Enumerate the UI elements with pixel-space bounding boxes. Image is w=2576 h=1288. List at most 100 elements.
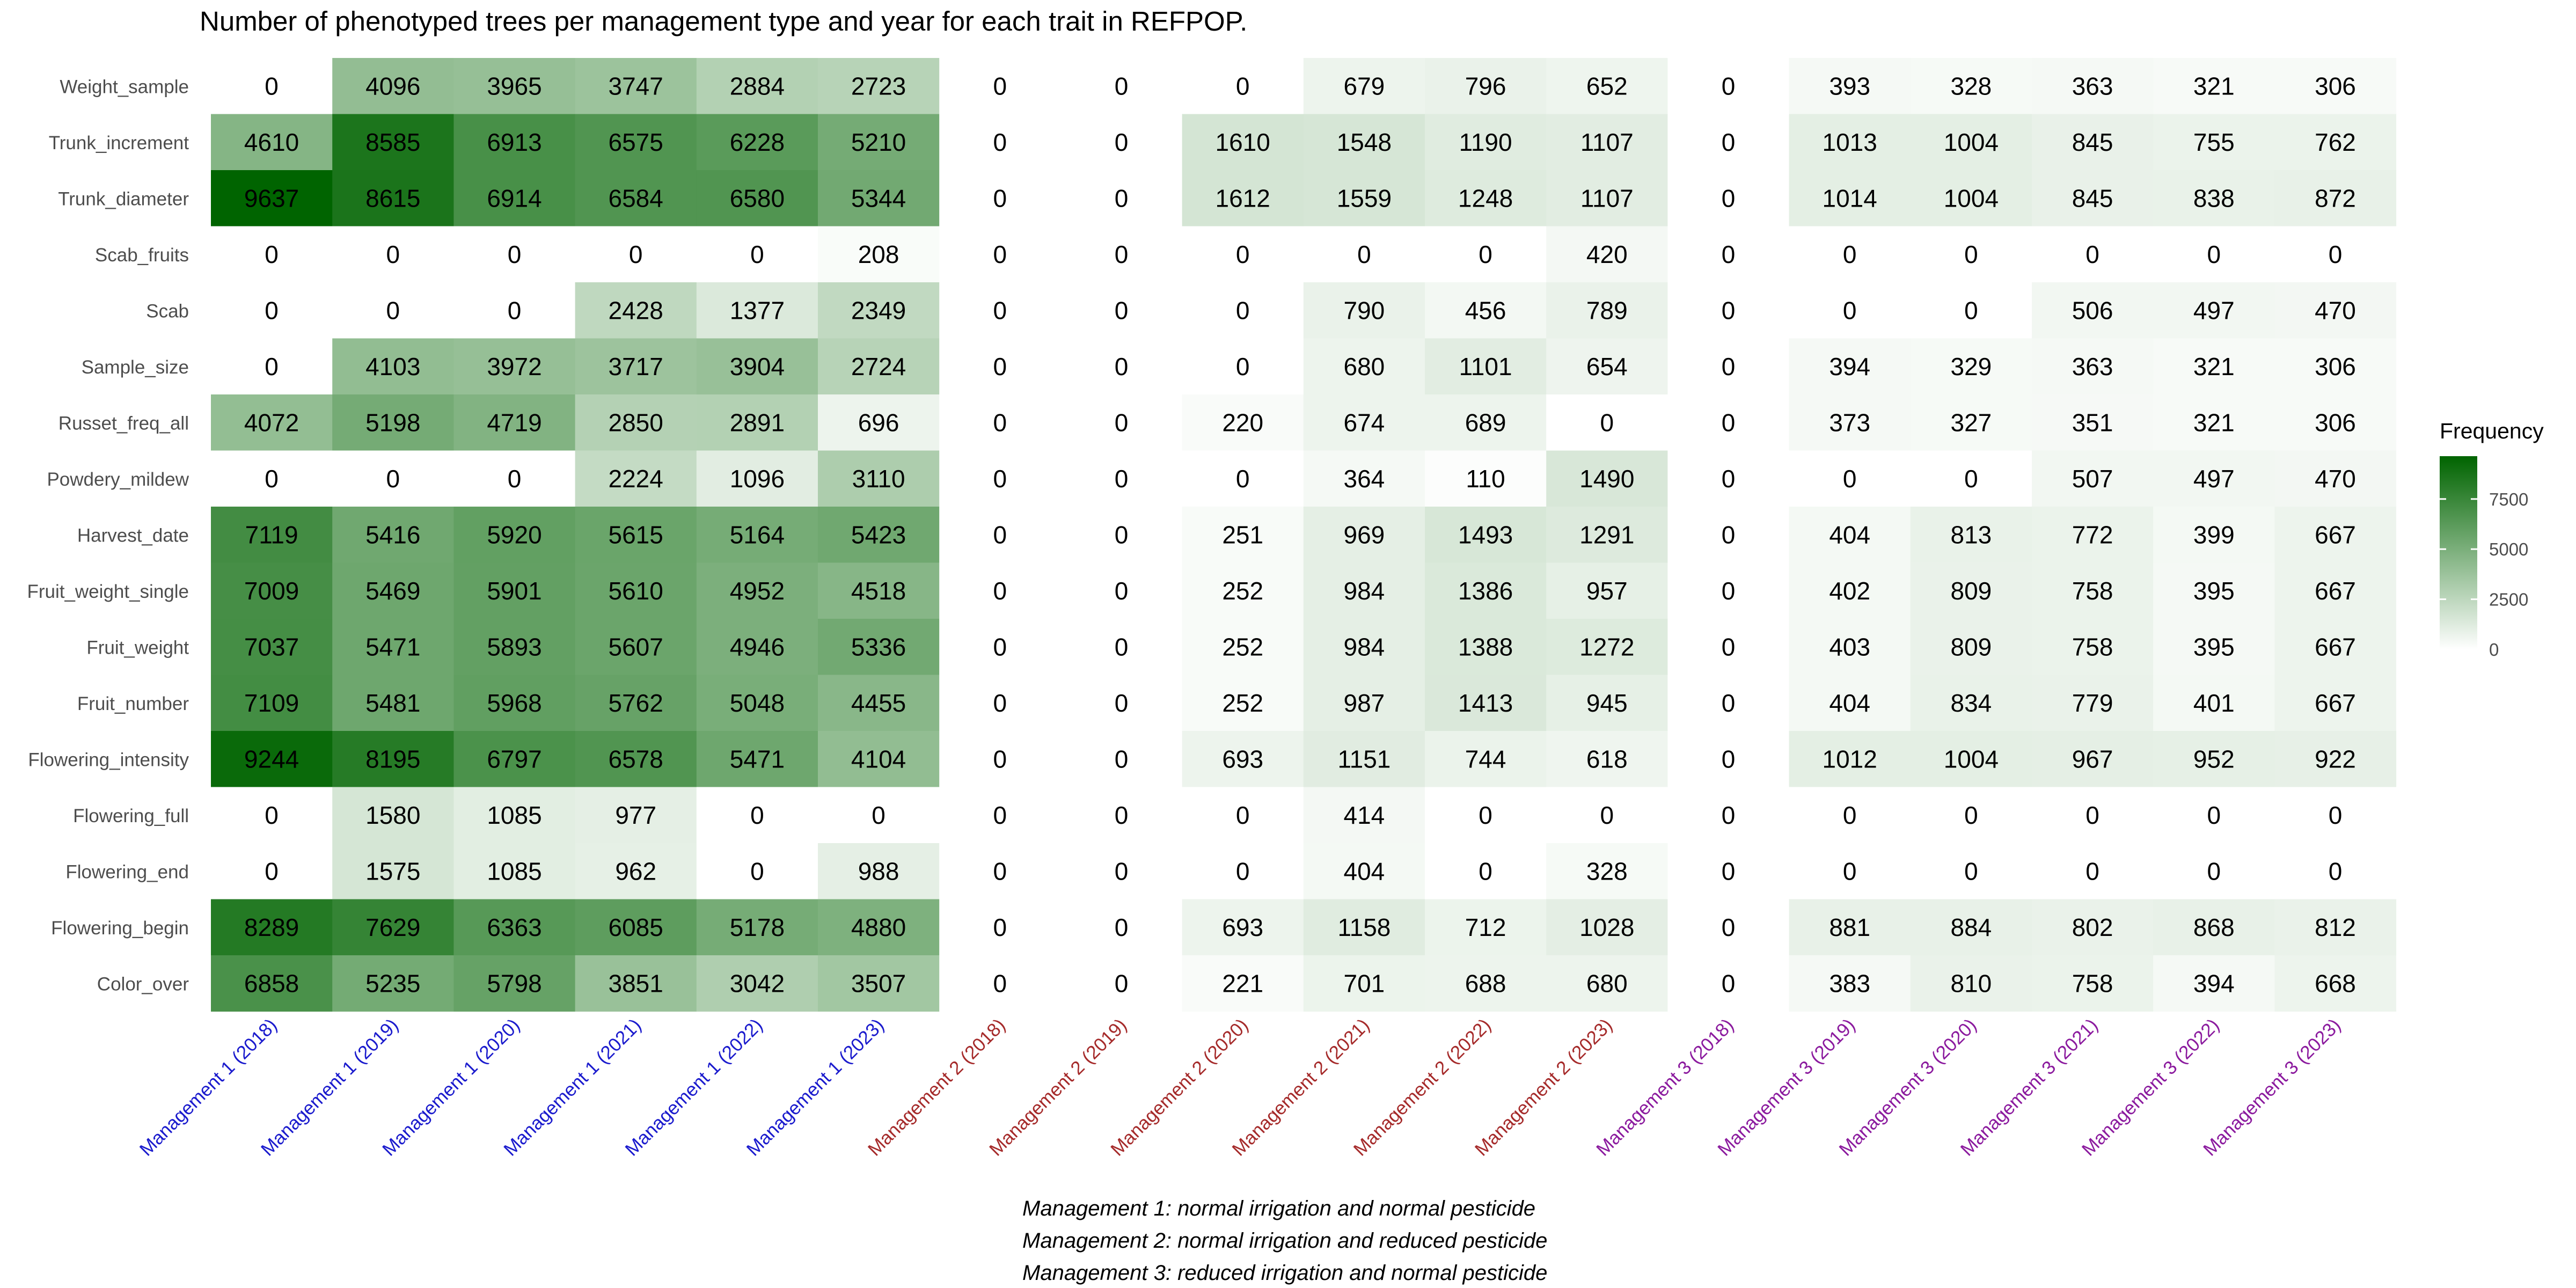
cell-value-label: 0 <box>993 184 1007 212</box>
cell-value-label: 394 <box>2193 969 2235 997</box>
heatmap-cell <box>1789 170 1911 226</box>
cell-value-label: 674 <box>1344 408 1385 436</box>
cell-value-label: 5048 <box>730 689 785 717</box>
cell-value-label: 383 <box>1829 969 1870 997</box>
heatmap-cell <box>1182 394 1304 451</box>
cell-value-label: 1386 <box>1458 577 1513 605</box>
cell-value-label: 394 <box>1829 353 1870 380</box>
heatmap-cell <box>1910 338 2032 395</box>
heatmap-cell <box>575 394 697 451</box>
heatmap-cell <box>2032 787 2154 844</box>
cell-value-label: 701 <box>1344 969 1385 997</box>
heatmap-cell <box>1667 170 1790 226</box>
heatmap-cell <box>2153 619 2275 675</box>
heatmap-cell <box>332 394 454 451</box>
cell-value-label: 790 <box>1344 296 1385 324</box>
cell-value-label: 4880 <box>851 913 906 941</box>
cell-value-label: 957 <box>1586 577 1628 605</box>
cell-value-label: 5198 <box>365 408 420 436</box>
heatmap-cell <box>1425 450 1547 507</box>
heatmap-cell <box>453 899 576 956</box>
heatmap-cell <box>332 226 454 283</box>
cell-value-label: 5235 <box>365 969 420 997</box>
cell-value-label: 0 <box>1722 184 1736 212</box>
cell-value-label: 1151 <box>1337 745 1391 773</box>
cell-value-label: 6858 <box>244 969 299 997</box>
cell-value-label: 0 <box>2329 857 2343 885</box>
cell-value-label: 0 <box>750 801 764 829</box>
cell-value-label: 667 <box>2315 577 2356 605</box>
heatmap-cell <box>1667 338 1790 395</box>
cell-value-label: 0 <box>1115 465 1129 493</box>
cell-value-label: 0 <box>993 128 1007 156</box>
heatmap-cell <box>1667 507 1790 563</box>
heatmap-cell <box>1060 170 1183 226</box>
heatmap-cell <box>332 450 454 507</box>
heatmap-cell <box>818 562 940 619</box>
cell-value-label: 0 <box>1843 801 1857 829</box>
cell-value-label: 987 <box>1344 689 1385 717</box>
heatmap-cell <box>1425 338 1547 395</box>
heatmap-cell <box>2032 114 2154 171</box>
heatmap-cell <box>211 619 333 675</box>
cell-value-label: 969 <box>1344 521 1385 548</box>
heatmap-cell <box>1789 899 1911 956</box>
heatmap-cell <box>1910 394 2032 451</box>
heatmap-cell <box>818 170 940 226</box>
cell-value-label: 0 <box>993 72 1007 100</box>
cell-value-label: 0 <box>1115 296 1129 324</box>
cell-value-label: 984 <box>1344 633 1385 661</box>
heatmap-cell <box>1667 450 1790 507</box>
cell-value-label: 110 <box>1466 465 1505 493</box>
cell-value-label: 0 <box>265 296 279 324</box>
heatmap-cell <box>1425 731 1547 787</box>
cell-value-label: 6584 <box>609 184 663 212</box>
heatmap-cell <box>332 619 454 675</box>
heatmap-cell <box>332 338 454 395</box>
cell-value-label: 845 <box>2072 128 2113 156</box>
heatmap-cell <box>1303 787 1425 844</box>
cell-value-label: 796 <box>1465 72 1506 100</box>
cell-value-label: 5762 <box>609 689 663 717</box>
heatmap-cell <box>1060 226 1183 283</box>
heatmap-cell <box>453 114 576 171</box>
heatmap-cell <box>2032 226 2154 283</box>
cell-value-label: 5471 <box>365 633 420 661</box>
cell-value-label: 0 <box>993 745 1007 773</box>
heatmap-cell <box>211 507 333 563</box>
heatmap-cell <box>575 282 697 339</box>
heatmap-cell <box>1182 562 1304 619</box>
heatmap-cell <box>696 955 818 1012</box>
cell-value-label: 2428 <box>609 296 663 324</box>
heatmap-cell <box>2153 843 2275 899</box>
cell-value-label: 922 <box>2315 745 2356 773</box>
cell-value-label: 845 <box>2072 184 2113 212</box>
legend-tick-label: 7500 <box>2489 489 2528 509</box>
cell-value-label: 0 <box>993 689 1007 717</box>
heatmap-cell <box>1789 58 1911 114</box>
cell-value-label: 0 <box>1115 857 1129 885</box>
cell-value-label: 306 <box>2315 353 2356 380</box>
cell-value-label: 693 <box>1222 913 1263 941</box>
cell-value-label: 952 <box>2193 745 2235 773</box>
cell-value-label: 1085 <box>487 801 541 829</box>
heatmap-cell <box>2274 226 2397 283</box>
heatmap-cell <box>1546 619 1668 675</box>
heatmap-cell <box>2153 787 2275 844</box>
heatmap-cell <box>1182 731 1304 787</box>
heatmap-cell <box>575 58 697 114</box>
legend-tick-label: 2500 <box>2489 590 2528 610</box>
heatmap-cell <box>2153 675 2275 731</box>
heatmap-cell <box>453 58 576 114</box>
cell-value-label: 4103 <box>365 353 420 380</box>
heatmap-cell <box>2153 450 2275 507</box>
heatmap-cell <box>1789 787 1911 844</box>
cell-value-label: 834 <box>1951 689 1992 717</box>
cell-value-label: 363 <box>2072 353 2113 380</box>
heatmap-cell <box>818 226 940 283</box>
heatmap-cell <box>1789 731 1911 787</box>
cell-value-label: 329 <box>1951 353 1992 380</box>
cell-value-label: 758 <box>2072 577 2113 605</box>
heatmap-cell <box>2153 507 2275 563</box>
